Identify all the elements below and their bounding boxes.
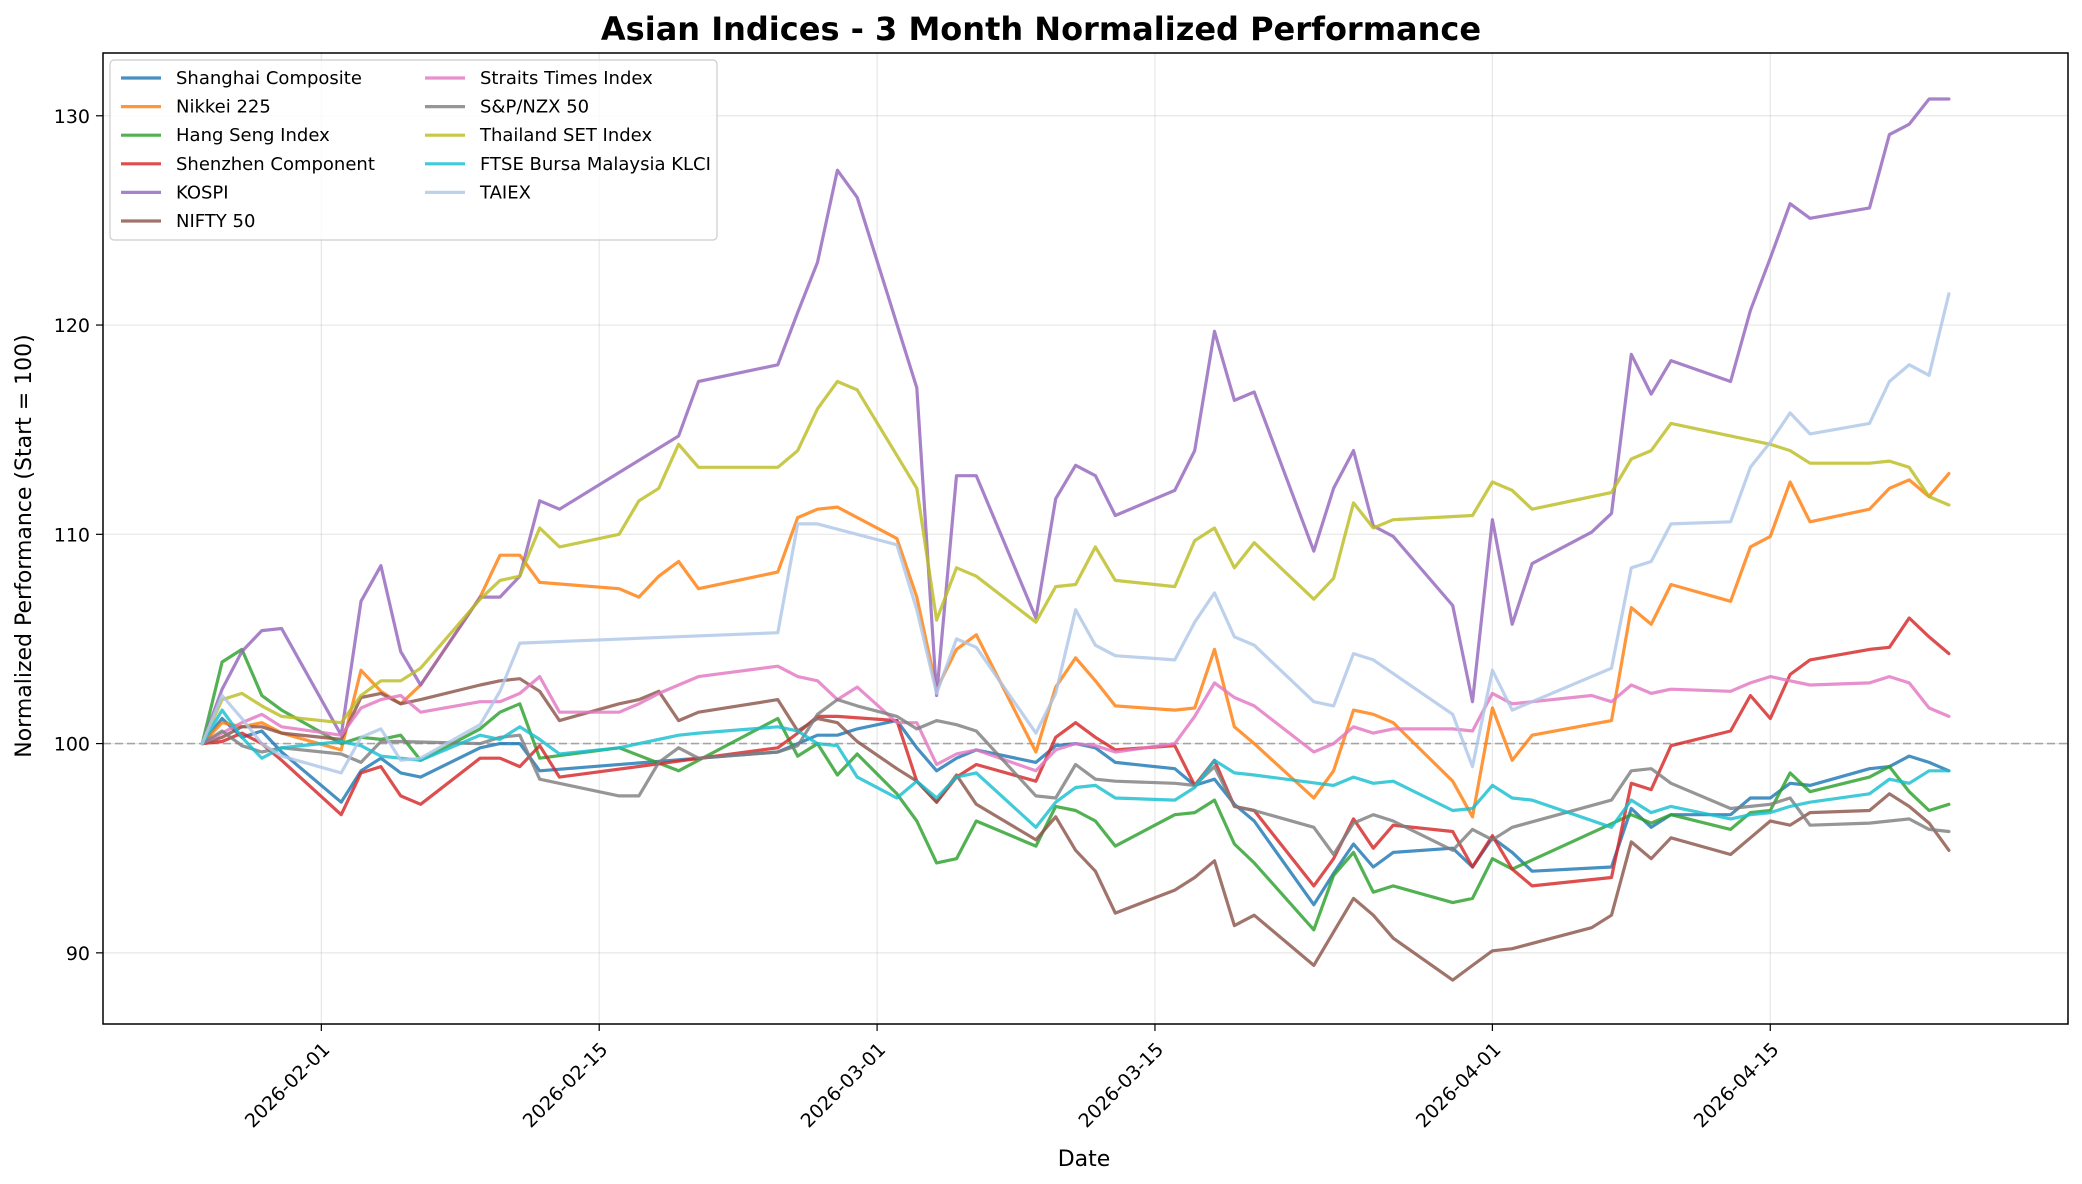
series-layer <box>200 97 1951 982</box>
legend-label: KOSPI <box>176 182 229 203</box>
series-line-hang-seng-index <box>200 647 1951 932</box>
series-line-nikkei-225 <box>200 472 1951 819</box>
series-line-shanghai-composite <box>200 716 1951 907</box>
legend-label: S&P/NZX 50 <box>480 97 589 118</box>
y-tick-label: 110 <box>54 524 90 546</box>
series-line-taiex <box>200 292 1951 775</box>
y-tick-label: 100 <box>54 734 90 756</box>
x-axis-label: Date <box>1058 1147 1111 1172</box>
series-line-thailand-set-index <box>200 379 1951 746</box>
legend-label: Shanghai Composite <box>176 68 362 89</box>
legend-label: TAIEX <box>479 182 531 203</box>
plot-area-frame <box>102 52 2069 1025</box>
chart-title: Asian Indices - 3 Month Normalized Perfo… <box>601 10 1481 48</box>
legend-label: FTSE Bursa Malaysia KLCI <box>480 154 711 175</box>
series-line-nifty-50 <box>200 677 1951 982</box>
legend-label: Hang Seng Index <box>176 125 330 146</box>
legend-label: Nikkei 225 <box>176 97 271 118</box>
y-tick-label: 120 <box>54 315 90 337</box>
legend-label: Straits Times Index <box>480 68 653 89</box>
y-tick-label: 130 <box>54 106 90 128</box>
legend-label: Thailand SET Index <box>479 125 652 146</box>
y-tick-label: 90 <box>66 943 90 965</box>
y-axis: 90 100 110 120 130 <box>54 106 103 965</box>
series-line-straits-times-index <box>200 664 1951 773</box>
legend-frame <box>109 59 718 241</box>
legend: Shanghai Composite Nikkei 225 Hang Seng In… <box>109 59 718 241</box>
legend-label: Shenzhen Component <box>176 154 375 175</box>
series-line-ftse-bursa-malaysia-klci <box>200 708 1951 829</box>
y-axis-label: Normalized Performance (Start = 100) <box>12 334 37 757</box>
series-line-s-p-nzx-50 <box>200 697 1951 857</box>
legend-label: NIFTY 50 <box>176 211 255 232</box>
